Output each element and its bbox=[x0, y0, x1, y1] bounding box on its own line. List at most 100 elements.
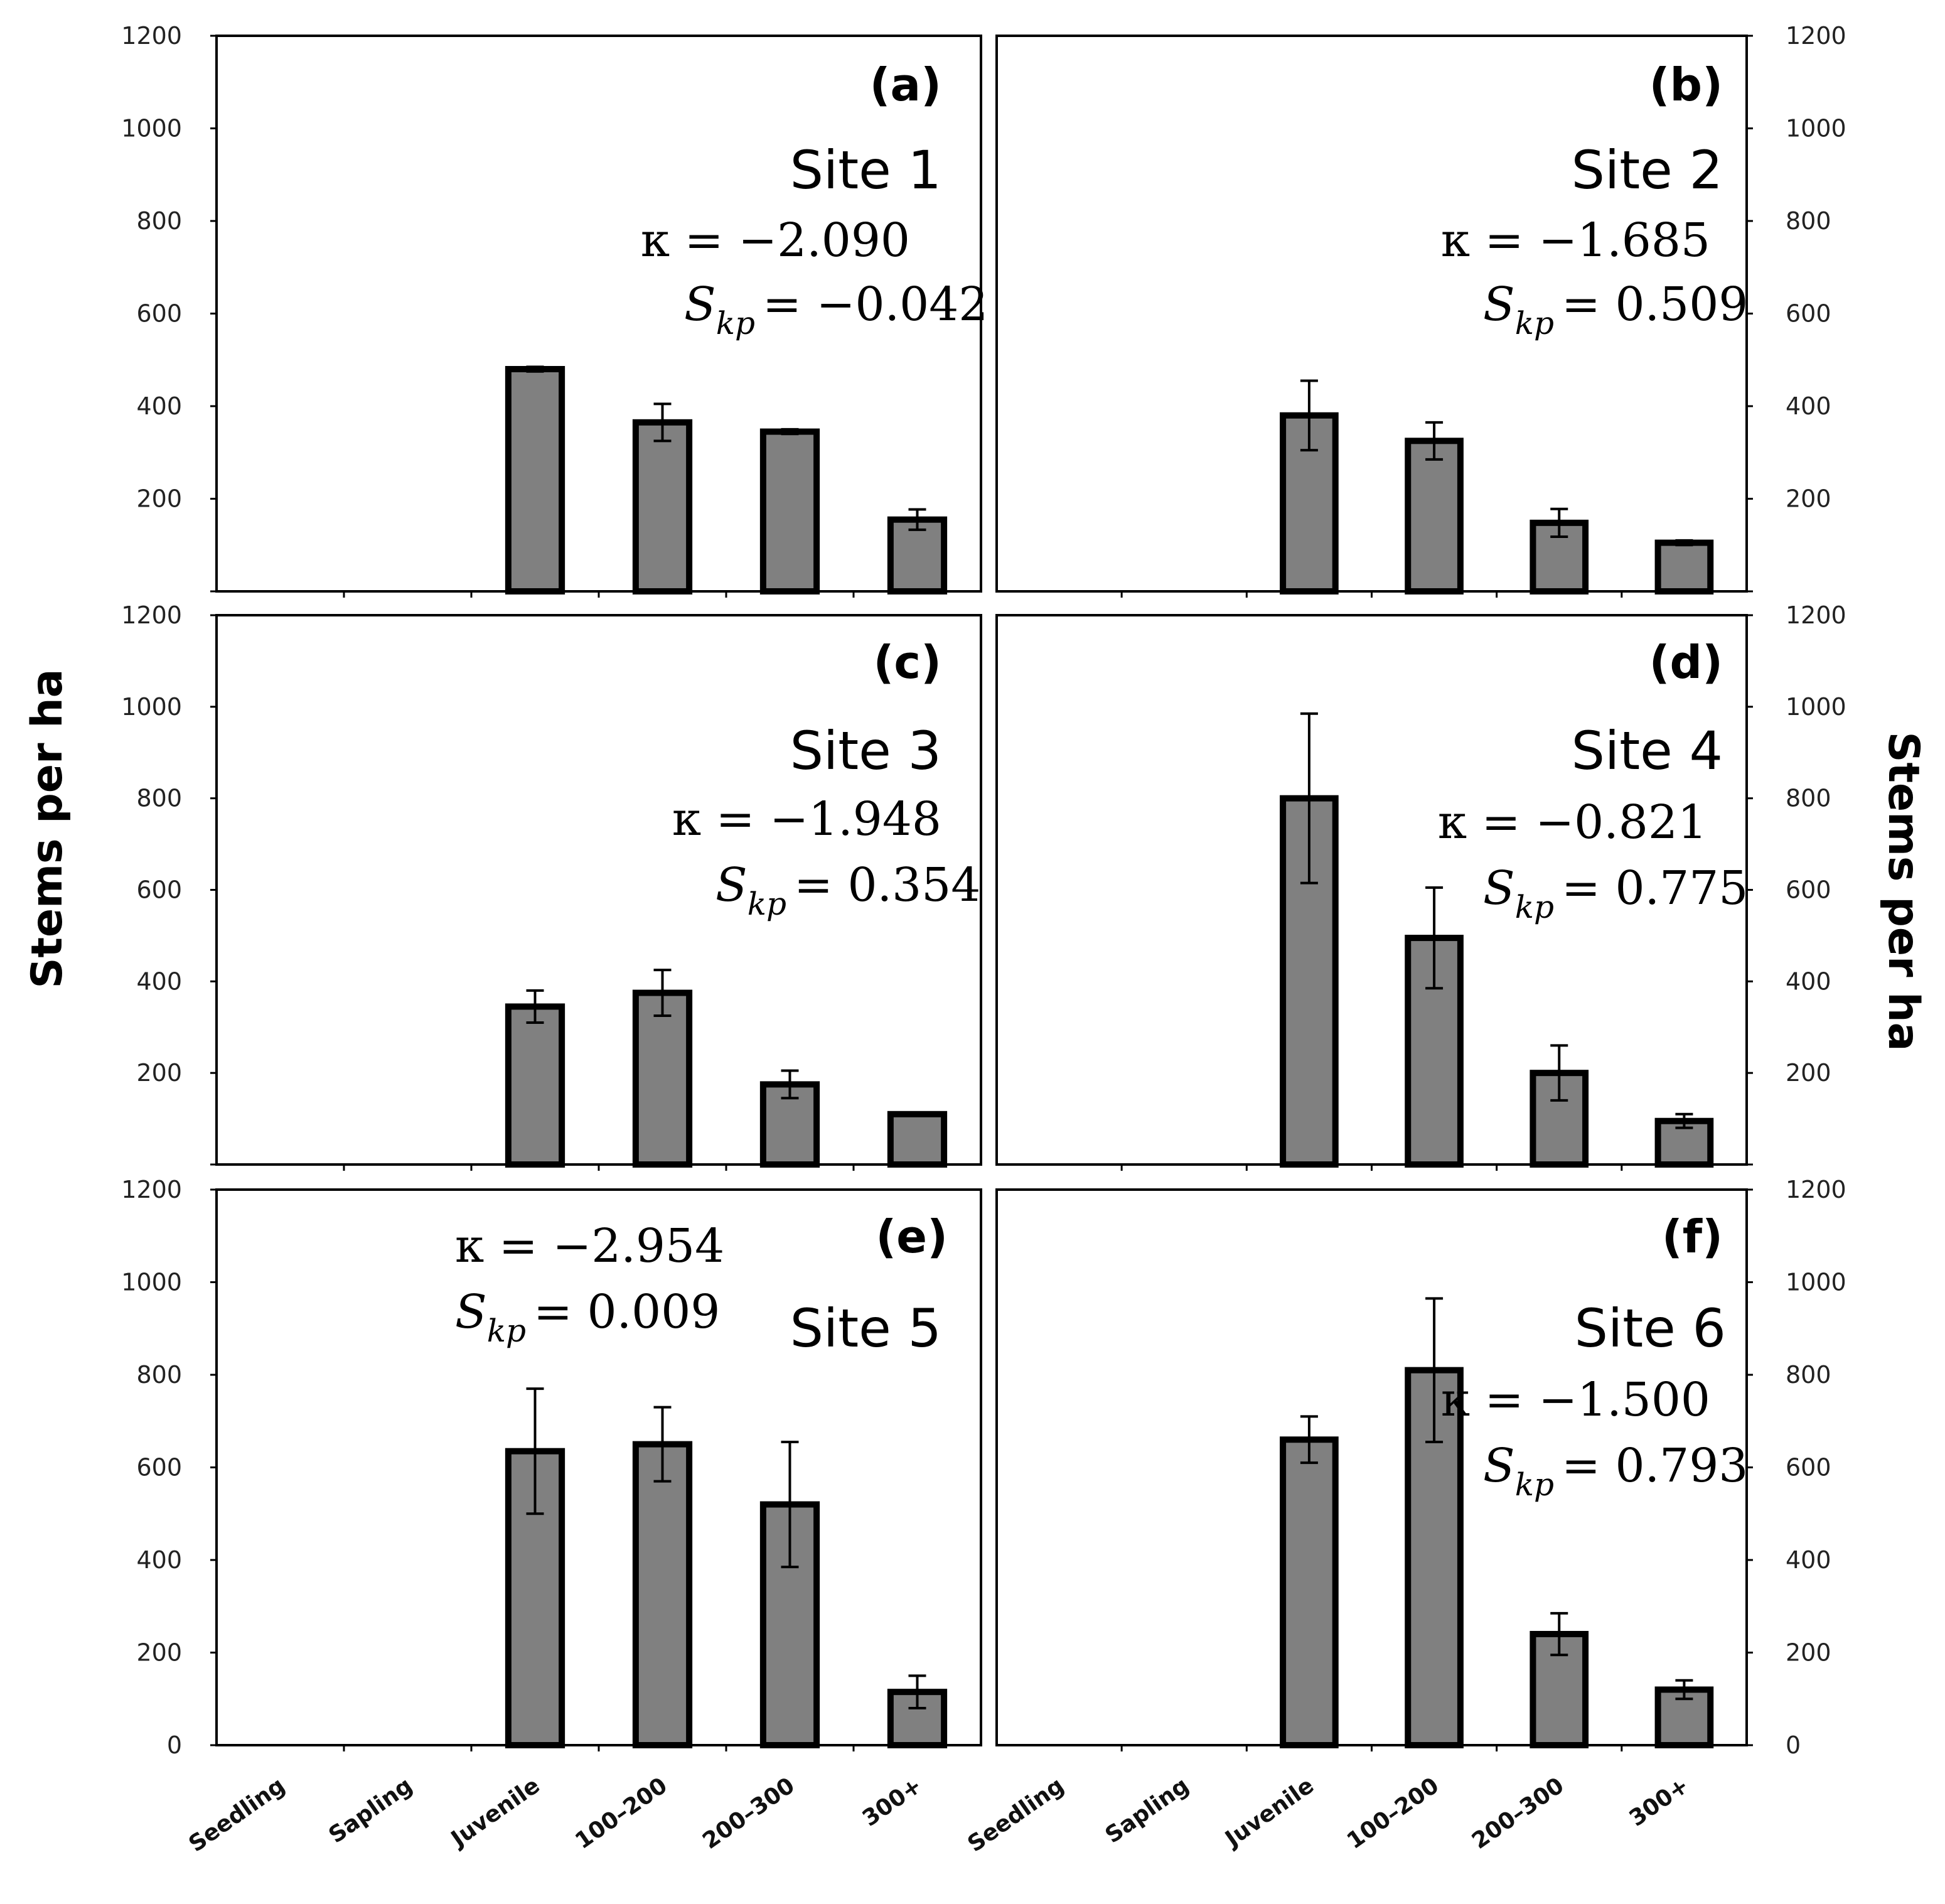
y-tick-label: 1200 bbox=[1786, 601, 1846, 629]
site-label: Site 6 bbox=[1575, 1298, 1726, 1359]
x-tick-label: Seedling bbox=[184, 1773, 289, 1858]
y-tick-label: 600 bbox=[1786, 1454, 1831, 1482]
y-tick-label: 1000 bbox=[1786, 693, 1846, 721]
y-tick-label: 200 bbox=[136, 1639, 182, 1667]
y-tick-label: 400 bbox=[136, 1546, 182, 1574]
y-tick-label: 800 bbox=[136, 1361, 182, 1389]
skp-stat: Skp = −0.042 bbox=[684, 277, 988, 342]
skp-value: = 0.793 bbox=[1562, 1439, 1748, 1493]
x-tick-label: 100–200 bbox=[571, 1773, 672, 1854]
skp-value: = 0.009 bbox=[533, 1285, 720, 1339]
panel-5: 0 200 400 600 800 1000 1200 Seedling Sapling Juve… bbox=[121, 1176, 982, 1858]
skp-value: = 0.775 bbox=[1562, 861, 1748, 915]
panel-label: (e) bbox=[876, 1210, 948, 1263]
skp-symbol: S bbox=[455, 1285, 487, 1339]
skp-subscript: kp bbox=[1515, 889, 1554, 925]
y-tick-label: 1200 bbox=[1786, 22, 1846, 50]
y-tick-label: 1000 bbox=[1786, 1269, 1846, 1296]
skp-value: = 0.509 bbox=[1562, 277, 1748, 331]
panel-1: 200 400 600 800 1000 1200 (a) Site 1 κ = −2.090 S… bbox=[121, 22, 988, 598]
skp-subscript: kp bbox=[1515, 1466, 1554, 1503]
skp-subscript: kp bbox=[487, 1313, 526, 1349]
y-tick-label: 200 bbox=[1786, 1639, 1831, 1667]
panels-group: 200 400 600 800 1000 1200 (a) Site 1 κ = −2.090 S… bbox=[121, 22, 1846, 1858]
bar-3 bbox=[1280, 1436, 1339, 1748]
skp-stat: Skp = 0.354 bbox=[715, 858, 980, 922]
site-label: Site 3 bbox=[790, 720, 941, 782]
y-tick-label: 1000 bbox=[121, 115, 182, 143]
bar-3 bbox=[1280, 795, 1339, 1168]
x-tick-label: 200–300 bbox=[698, 1773, 799, 1854]
y-tick-label: 1000 bbox=[121, 693, 182, 721]
y-tick-label: 0 bbox=[1786, 1731, 1801, 1759]
y-axis-title-left: Stems per ha bbox=[23, 669, 72, 989]
bar-4 bbox=[1405, 438, 1464, 594]
y-tick-label: 400 bbox=[136, 967, 182, 995]
panel-2: 200 400 600 800 1000 1200 (b) Site 2 κ = −1.685 S… bbox=[995, 22, 1846, 598]
y-tick-label: 200 bbox=[136, 1059, 182, 1087]
panel-4: 200 400 600 800 1000 1200 (d) Site 4 κ = −0.821 S… bbox=[995, 601, 1846, 1171]
skp-symbol: S bbox=[1483, 277, 1515, 331]
site-label: Site 5 bbox=[790, 1298, 941, 1359]
x-tick-label: Juvenile bbox=[445, 1773, 544, 1853]
x-tick-label: Juvenile bbox=[1219, 1773, 1319, 1853]
y-tick-label: 1200 bbox=[121, 601, 182, 629]
y-tick-label: 600 bbox=[136, 300, 182, 328]
y-tick-label: 1200 bbox=[121, 22, 182, 50]
y-tick-label: 200 bbox=[136, 485, 182, 513]
y-axis-title-right: Stems per ha bbox=[1878, 732, 1928, 1052]
kappa-stat: κ = −2.090 bbox=[641, 213, 910, 267]
site-label: Site 4 bbox=[1572, 720, 1723, 782]
bar-3 bbox=[505, 366, 565, 594]
skp-stat: Skp = 0.775 bbox=[1483, 861, 1748, 925]
y-tick-label: 800 bbox=[1786, 785, 1831, 812]
panel-3: 200 400 600 800 1000 1200 (c) Site 3 κ = −1.948 S… bbox=[121, 601, 982, 1171]
bar-4 bbox=[632, 419, 693, 594]
x-tick-label: 300+ bbox=[858, 1773, 927, 1832]
panel-label: (c) bbox=[874, 636, 942, 689]
skp-subscript: kp bbox=[747, 886, 786, 922]
panel-label: (d) bbox=[1649, 636, 1723, 689]
y-tick-label: 800 bbox=[136, 207, 182, 235]
panel-6: 0 200 400 600 800 1000 1200 Seedling Sapling Juve… bbox=[963, 1176, 1846, 1858]
skp-symbol: S bbox=[684, 277, 716, 331]
y-tick-label: 400 bbox=[1786, 392, 1831, 420]
bar-6 bbox=[1654, 539, 1714, 594]
kappa-stat: κ = −0.821 bbox=[1438, 795, 1707, 849]
bar-6 bbox=[887, 1111, 948, 1168]
bar-4 bbox=[632, 989, 693, 1168]
skp-symbol: S bbox=[1483, 861, 1515, 915]
site-label: Site 1 bbox=[790, 139, 941, 201]
site-label: Site 2 bbox=[1572, 139, 1723, 201]
y-tick-label: 600 bbox=[1786, 876, 1831, 904]
y-tick-label: 400 bbox=[136, 392, 182, 420]
y-tick-label: 800 bbox=[1786, 1361, 1831, 1389]
x-tick-label: 100–200 bbox=[1342, 1773, 1444, 1854]
kappa-stat: κ = −1.948 bbox=[672, 792, 941, 846]
y-tick-label: 1000 bbox=[121, 1269, 182, 1296]
x-tick-label: 300+ bbox=[1625, 1773, 1694, 1832]
y-tick-label: 800 bbox=[1786, 207, 1831, 235]
skp-subscript: kp bbox=[1515, 305, 1554, 342]
skp-subscript: kp bbox=[716, 305, 755, 342]
y-tick-label: 200 bbox=[1786, 1059, 1831, 1087]
kappa-stat: κ = −2.954 bbox=[455, 1219, 724, 1273]
y-tick-label: 400 bbox=[1786, 967, 1831, 995]
y-tick-label: 0 bbox=[167, 1731, 182, 1759]
bar-3 bbox=[505, 1003, 565, 1168]
bar-4 bbox=[632, 1441, 693, 1748]
skp-stat: Skp = 0.509 bbox=[1483, 277, 1748, 342]
skp-stat: Skp = 0.009 bbox=[455, 1285, 720, 1349]
y-tick-label: 200 bbox=[1786, 485, 1831, 513]
x-tick-label: Sapling bbox=[1101, 1773, 1194, 1849]
y-tick-label: 600 bbox=[1786, 300, 1831, 328]
y-tick-label: 1200 bbox=[1786, 1176, 1846, 1203]
y-tick-label: 800 bbox=[136, 785, 182, 812]
kappa-stat: κ = −1.685 bbox=[1441, 213, 1710, 267]
skp-stat: Skp = 0.793 bbox=[1483, 1439, 1748, 1503]
skp-symbol: S bbox=[715, 858, 747, 912]
skp-value: = 0.354 bbox=[794, 858, 980, 912]
y-tick-label: 1200 bbox=[121, 1176, 182, 1203]
x-tick-label: 200–300 bbox=[1467, 1773, 1568, 1854]
x-tick-label: Seedling bbox=[963, 1773, 1069, 1858]
